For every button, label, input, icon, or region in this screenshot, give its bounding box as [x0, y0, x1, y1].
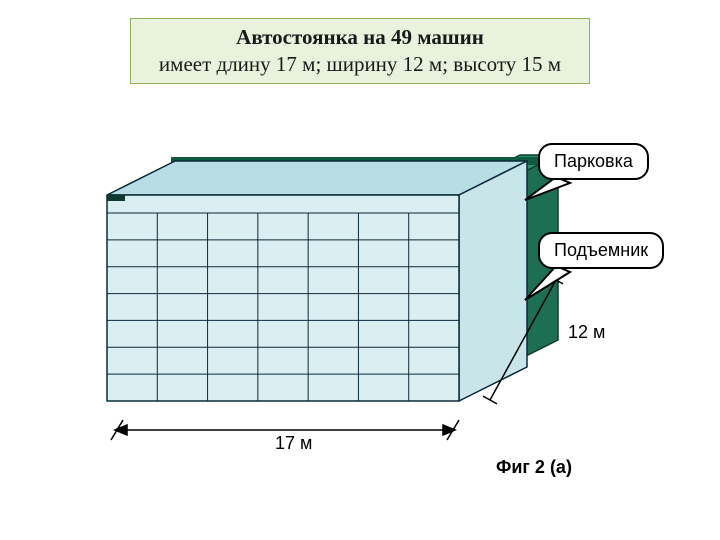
diagram-svg	[0, 0, 720, 540]
callout-lift: Подъемник	[538, 232, 664, 269]
dim-length-label: 17 м	[275, 433, 312, 454]
callout-lift-text: Подъемник	[554, 240, 648, 260]
dim-width-label: 12 м	[568, 322, 605, 343]
callout-parking-text: Парковка	[554, 151, 633, 171]
callout-parking: Парковка	[538, 143, 649, 180]
figure-label: Фиг 2 (а)	[496, 457, 572, 478]
